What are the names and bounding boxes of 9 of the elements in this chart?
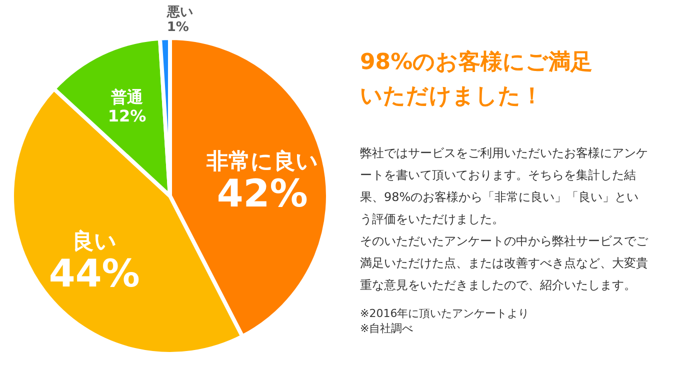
slice-label: 普通	[110, 88, 144, 107]
text: 98%のお客様にご満足いただけました！	[360, 48, 594, 111]
slice-label: 悪い	[166, 5, 193, 20]
text: そのいただいたアンケートの中から弊社サービスでご満足いただけた点、または改善すべき点など、大変貴重な意見をいただきましたので、紹介いたします。	[360, 233, 649, 294]
text: 弊社ではサービスをご利用いただいたお客様にアンケートを書いて頂いております。そちらを集計した結果、98%のお客様から「非常に良い」「良い」という評価をいただけました。	[360, 145, 649, 228]
text: ※自社調べ	[360, 321, 414, 336]
text: ※2016年に頂いたアンケートより	[360, 306, 530, 321]
data-label: 1%	[166, 20, 189, 36]
data-label: 12%	[108, 106, 146, 126]
